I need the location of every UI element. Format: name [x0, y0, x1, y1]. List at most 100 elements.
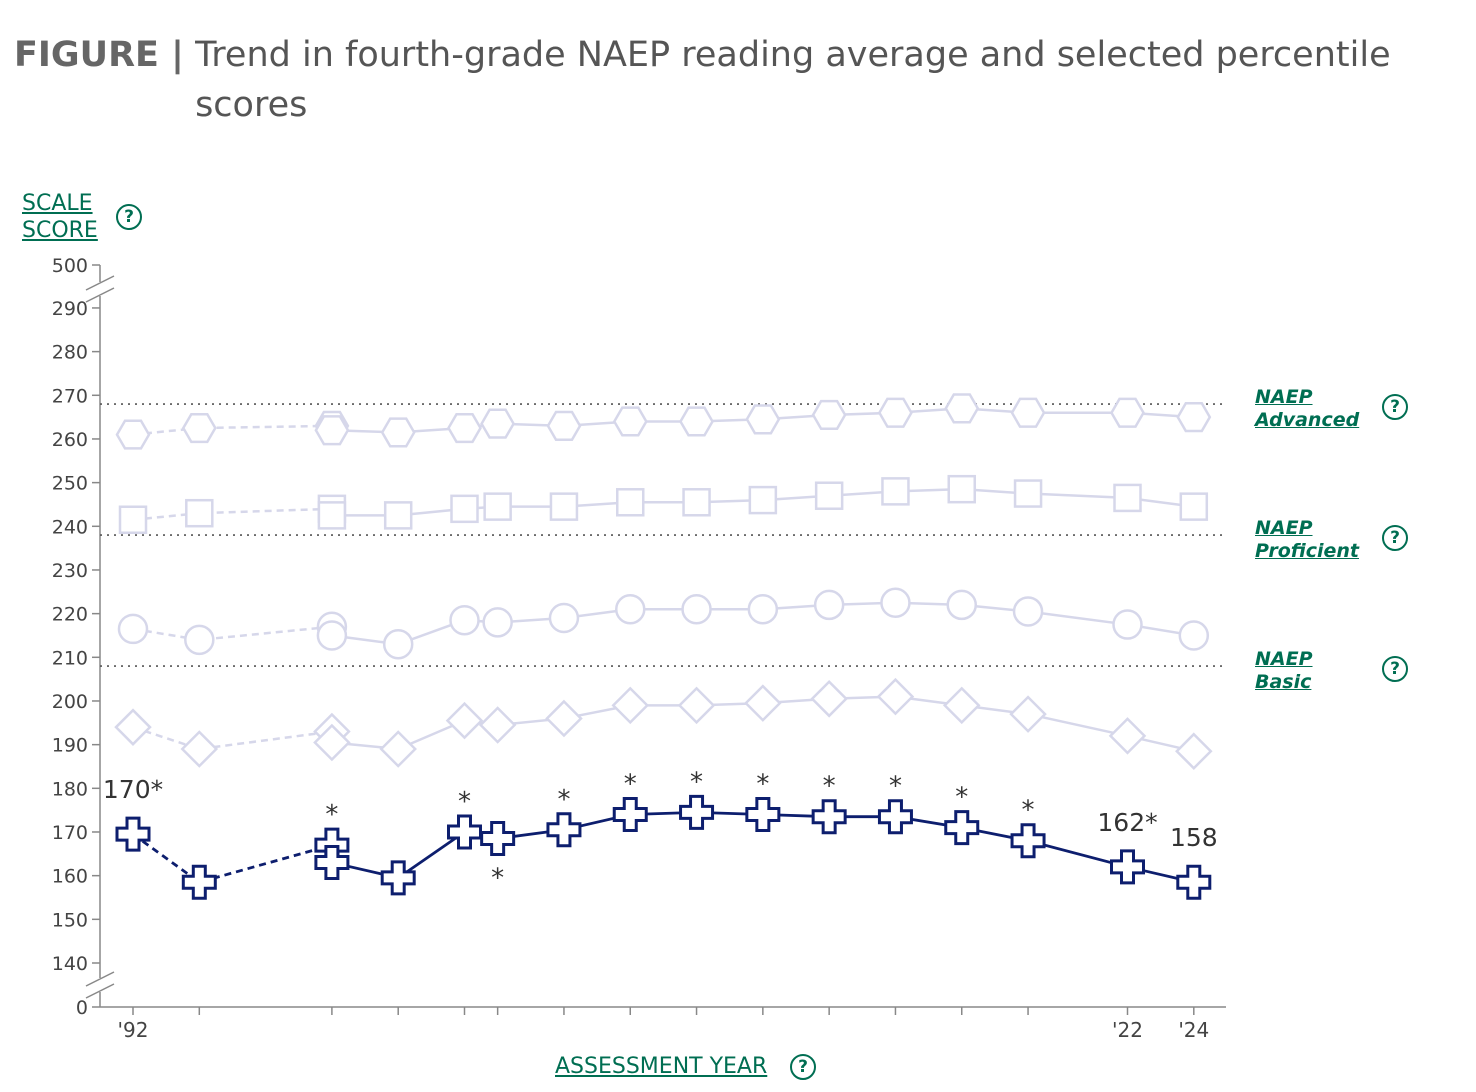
naep-basic-line1: NAEP	[1255, 648, 1313, 670]
circle-marker	[813, 589, 845, 621]
circle-marker	[1012, 596, 1044, 627]
data-annotation: *	[690, 767, 703, 797]
data-annotation: *	[458, 787, 471, 817]
diamond-marker	[114, 708, 152, 746]
circle-marker	[681, 594, 712, 625]
diamond-marker	[445, 701, 484, 740]
cross-marker	[877, 799, 913, 835]
cross-marker	[1176, 864, 1212, 900]
data-annotation: *	[756, 770, 769, 800]
hexagon-marker	[115, 419, 151, 450]
hexagon-marker	[679, 406, 714, 437]
naep-proficient-line2: Proficient	[1255, 540, 1359, 562]
series-line-not-permitted	[132, 424, 332, 436]
data-annotation: 158	[1170, 823, 1218, 852]
y-axis-break-mark	[85, 983, 115, 999]
diamond-marker	[876, 677, 915, 716]
naep-advanced-link[interactable]: NAEP Advanced	[1255, 386, 1359, 432]
y-tick-label: 170	[52, 822, 88, 844]
circle-marker	[615, 594, 646, 625]
diamond-marker	[180, 730, 219, 768]
diamond-marker	[1108, 717, 1147, 755]
square-marker	[450, 494, 479, 524]
assessment-year-help-icon[interactable]: ?	[790, 1054, 816, 1080]
series-line-not-permitted	[132, 507, 332, 521]
x-tick-label: '92	[118, 1018, 149, 1042]
square-marker	[1013, 479, 1043, 508]
diamond-marker	[1009, 695, 1047, 733]
y-axis-break-mark	[85, 971, 115, 987]
hexagon-marker	[877, 397, 913, 428]
diamond-marker	[313, 723, 351, 762]
square-marker	[1113, 483, 1142, 513]
y-axis-break-mark	[85, 287, 115, 303]
data-annotation: *	[557, 785, 570, 815]
naep-basic-link[interactable]: NAEP Basic	[1255, 648, 1313, 694]
square-marker	[549, 492, 579, 521]
hexagon-marker	[944, 393, 980, 424]
y-axis-label-line1: SCALE	[22, 191, 93, 216]
y-tick-label: 180	[52, 778, 88, 800]
figure-title-text: Trend in fourth-grade NAEP reading avera…	[195, 35, 1391, 125]
cross-marker	[811, 799, 847, 835]
naep-basic-help-icon[interactable]: ?	[1382, 656, 1408, 682]
data-annotation: *	[491, 864, 504, 894]
hexagon-marker	[1010, 397, 1046, 428]
y-axis-label[interactable]: SCALE SCORE	[22, 190, 98, 244]
series-line-not-permitted	[132, 725, 333, 751]
hexagon-marker	[380, 417, 416, 448]
hexagon-marker	[612, 406, 648, 437]
cross-marker	[480, 821, 516, 857]
circle-marker	[747, 594, 779, 625]
diamond-marker	[677, 686, 716, 725]
y-tick-label: 240	[52, 516, 88, 538]
naep-advanced-help-icon[interactable]: ?	[1382, 394, 1408, 420]
y-tick-label: 280	[52, 342, 88, 364]
circle-marker	[482, 607, 513, 638]
y-tick-label: 0	[76, 997, 88, 1019]
naep-proficient-help-icon[interactable]: ?	[1382, 525, 1408, 551]
scale-score-help-icon[interactable]: ?	[116, 204, 142, 230]
square-marker	[682, 488, 711, 517]
y-axis-break-mark	[85, 275, 115, 291]
square-marker	[748, 485, 778, 515]
y-tick-label: 140	[52, 953, 88, 975]
y-tick-label: 200	[52, 691, 88, 713]
cross-marker	[944, 810, 980, 846]
square-marker	[1179, 492, 1209, 521]
cross-marker	[115, 816, 151, 852]
figure-title: FIGURE | Trend in fourth-grade NAEP read…	[14, 30, 1434, 130]
hexagon-marker	[314, 415, 350, 446]
circle-marker	[1178, 620, 1210, 651]
square-marker	[383, 501, 413, 530]
circle-marker	[548, 602, 580, 634]
naep-proficient-link[interactable]: NAEP Proficient	[1255, 517, 1359, 563]
square-marker	[317, 501, 347, 530]
y-tick-label: 150	[52, 909, 88, 931]
data-annotation: *	[889, 772, 902, 802]
hexagon-marker	[1110, 397, 1145, 428]
square-marker	[483, 492, 512, 521]
circle-marker	[946, 589, 977, 621]
cross-marker	[181, 864, 217, 900]
circle-marker	[880, 587, 911, 618]
data-annotation: *	[1022, 796, 1035, 826]
circle-marker	[316, 620, 348, 651]
cross-marker	[612, 797, 648, 833]
square-marker	[616, 488, 645, 517]
diamond-marker	[810, 680, 848, 718]
y-tick-label: 160	[52, 866, 88, 888]
data-annotation: *	[624, 770, 637, 800]
data-annotation: *	[955, 783, 968, 813]
series-line-not-permitted	[132, 625, 333, 642]
circle-marker	[1112, 609, 1143, 640]
cross-marker	[546, 812, 582, 848]
y-tick-label: 210	[52, 647, 88, 669]
square-marker	[947, 474, 976, 504]
diamond-marker	[478, 706, 517, 744]
series-line-not-permitted	[132, 833, 333, 884]
square-marker	[881, 477, 910, 506]
x-axis-label[interactable]: ASSESSMENT YEAR	[555, 1054, 768, 1079]
square-marker	[118, 505, 148, 534]
